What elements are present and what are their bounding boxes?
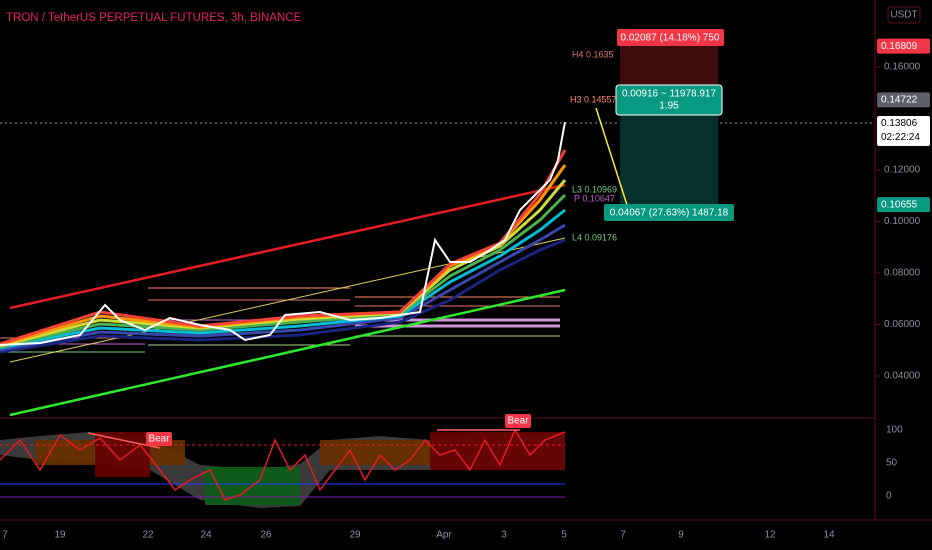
price-tick-label: 0.04000 [884,371,921,382]
price-tick-label: 0.06000 [884,319,921,330]
time-tick-label: 22 [142,530,154,541]
loss-zone [620,100,718,205]
currency: USDT [890,10,917,21]
time-tick-label: 9 [678,530,684,541]
resistance-line [9,183,566,310]
price-line [0,121,566,346]
price-marker-label: 0.13806 [881,118,918,129]
pivot-label: L3 0.10969 [572,184,617,194]
pivot-label: H3 0.14557 [570,94,617,104]
price-tick-label: 0.16000 [884,62,921,73]
price-marker-box [877,115,930,146]
pivot-label: P 0.10647 [574,193,615,203]
price-tick-label: 0.12000 [884,165,921,176]
time-tick-label: 24 [200,530,212,541]
profit-label: 0.02087 (14.18%) 750 [621,33,720,44]
price-tick-label: 0.10000 [884,216,921,227]
price-marker-box [877,38,930,54]
time-tick-label: 14 [823,530,835,541]
oscillator-tick-label: 50 [886,458,898,469]
price-marker-label: 0.14722 [881,95,918,106]
currency-box [887,6,921,24]
time-tick-label: 29 [349,530,361,541]
chart-title: TRON / TetherUS PERPETUAL FUTURES, 3h, B… [6,12,302,24]
support-line [9,288,566,417]
time-tick-label: 7 [2,530,8,541]
time-tick-label: 7 [620,530,626,541]
time-tick-label: 12 [764,530,776,541]
time-tick-label: Apr [436,530,452,541]
pivot-label: H4 0.1635 [572,49,614,59]
price-tick-label: 0.08000 [884,268,921,279]
profit-label-box [617,29,724,46]
loss-label-box [604,204,734,221]
center-label-box [615,84,723,116]
time-tick-label: 5 [561,530,567,541]
price-marker-box [877,197,930,213]
oscillator-tick-label: 100 [886,425,903,436]
ratio-label: 1.95 [659,101,679,112]
price-marker-label: 0.16809 [881,41,918,52]
signal-label: Bear [148,434,170,445]
loss-label: 0.04067 (27.63%) 1487.18 [610,208,729,219]
price-marker-label: 0.10655 [881,199,918,210]
measure-line [595,107,628,206]
time-tick-label: 19 [54,530,66,541]
oscillator-tick-label: 0 [886,491,892,502]
signal-label: Bear [507,416,529,427]
center-label: 0.00916 ~ 11978.917 [622,89,717,100]
countdown-label: 02:22:24 [881,132,920,143]
pivot-label: L4 0.09176 [572,232,617,242]
price-marker-box [877,92,930,108]
oscillator: Bear Bear [0,414,566,508]
time-tick-label: 3 [501,530,507,541]
time-tick-label: 26 [260,530,272,541]
